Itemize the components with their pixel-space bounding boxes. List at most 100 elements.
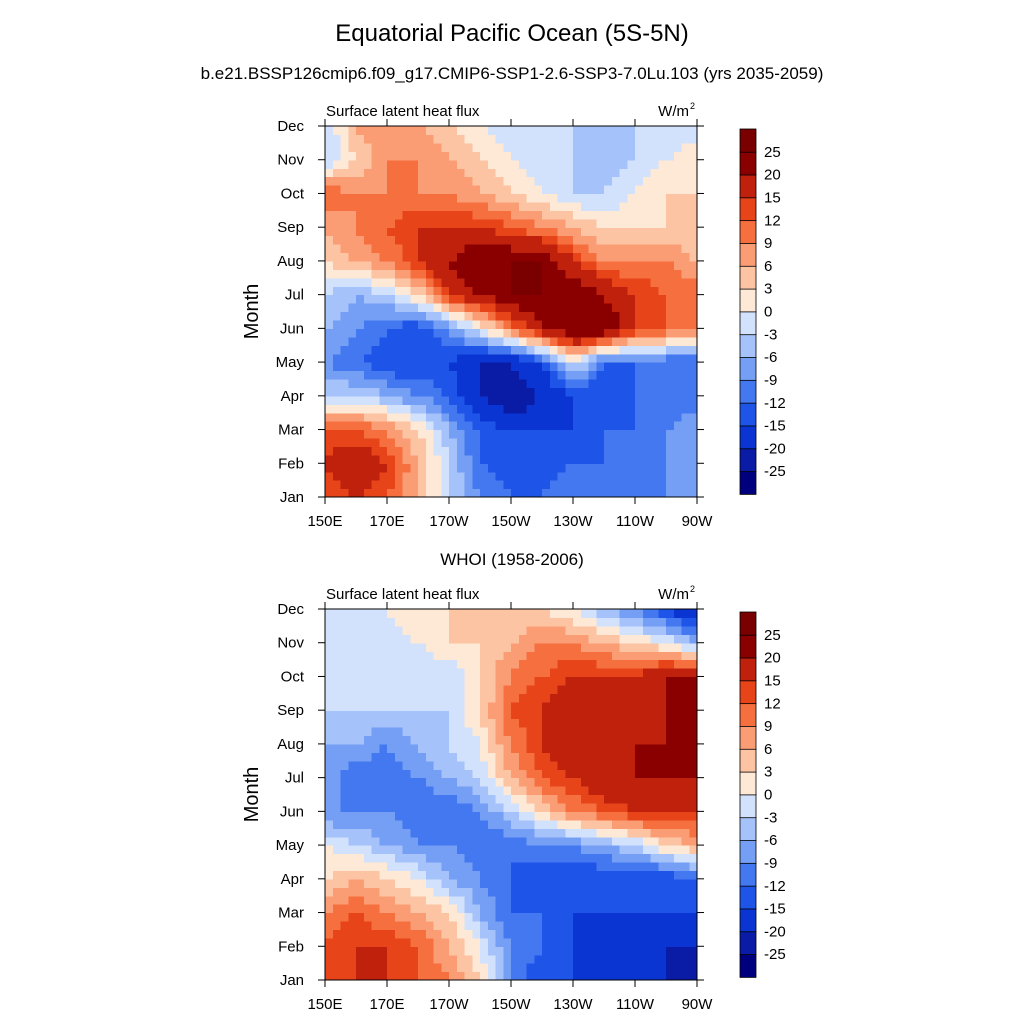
heatmap-cell bbox=[611, 151, 621, 161]
heatmap-cell bbox=[635, 185, 644, 195]
heatmap-cell bbox=[487, 743, 497, 753]
heatmap-cell bbox=[526, 345, 535, 355]
heatmap-cell bbox=[472, 718, 481, 728]
heatmap-cell bbox=[325, 895, 334, 905]
heatmap-cell bbox=[433, 878, 442, 888]
heatmap-cell bbox=[363, 185, 373, 195]
heatmap-cell bbox=[557, 488, 566, 498]
heatmap-cell bbox=[627, 668, 636, 678]
heatmap-cell bbox=[394, 353, 404, 363]
heatmap-cell bbox=[627, 336, 636, 346]
heatmap-cell bbox=[363, 861, 373, 871]
heatmap-cell bbox=[689, 260, 698, 270]
heatmap-cell bbox=[379, 710, 388, 720]
heatmap-cell bbox=[348, 294, 357, 304]
heatmap-cell bbox=[348, 609, 357, 619]
heatmap-cell bbox=[325, 311, 334, 321]
heatmap-cell bbox=[480, 471, 489, 481]
heatmap-cell bbox=[487, 693, 497, 703]
heatmap-cell bbox=[387, 946, 396, 956]
heatmap-cell bbox=[449, 828, 458, 838]
heatmap-cell bbox=[487, 404, 497, 414]
heatmap-cell bbox=[673, 185, 683, 195]
heatmap-cell bbox=[511, 710, 520, 720]
heatmap-cell bbox=[650, 303, 659, 313]
heatmap-cell bbox=[371, 954, 380, 964]
heatmap-cell bbox=[402, 887, 411, 897]
heatmap-cell bbox=[588, 252, 597, 262]
heatmap-cell bbox=[642, 294, 652, 304]
heatmap-cell bbox=[348, 937, 357, 947]
heatmap-cell bbox=[557, 887, 566, 897]
heatmap-cell bbox=[472, 836, 481, 846]
y-tick-label: Jun bbox=[280, 320, 304, 337]
heatmap-cell bbox=[363, 210, 373, 220]
heatmap-cell bbox=[542, 887, 551, 897]
heatmap-cell bbox=[410, 488, 419, 498]
heatmap-cell bbox=[340, 142, 349, 152]
heatmap-cell bbox=[681, 794, 690, 804]
heatmap-cell bbox=[456, 345, 466, 355]
heatmap-cell bbox=[348, 218, 357, 228]
heatmap-cell bbox=[580, 836, 590, 846]
heatmap-cell bbox=[642, 769, 652, 779]
heatmap-cell bbox=[511, 159, 520, 169]
heatmap-cell bbox=[410, 244, 419, 254]
heatmap-cell bbox=[348, 421, 357, 431]
heatmap-cell bbox=[573, 718, 582, 728]
heatmap-cell bbox=[689, 176, 698, 186]
heatmap-cell bbox=[503, 328, 512, 338]
heatmap-cell bbox=[689, 471, 698, 481]
heatmap-cell bbox=[340, 963, 349, 973]
heatmap-cell bbox=[325, 463, 334, 473]
heatmap-cell bbox=[588, 311, 597, 321]
heatmap-cell bbox=[348, 387, 357, 397]
heatmap-cell bbox=[394, 378, 404, 388]
heatmap-cell bbox=[619, 168, 628, 178]
heatmap-cell bbox=[433, 743, 442, 753]
heatmap-cell bbox=[518, 201, 528, 211]
heatmap-cell bbox=[511, 126, 520, 136]
heatmap-cell bbox=[542, 227, 551, 237]
heatmap-cell bbox=[681, 319, 690, 329]
heatmap-cell bbox=[596, 929, 605, 939]
heatmap-cell bbox=[495, 845, 504, 855]
heatmap-cell bbox=[580, 378, 590, 388]
heatmap-cell bbox=[402, 142, 411, 152]
heatmap-cell bbox=[456, 752, 466, 762]
heatmap-cell bbox=[511, 429, 520, 439]
heatmap-cell bbox=[387, 336, 396, 346]
heatmap-cell bbox=[604, 126, 613, 136]
heatmap-cell bbox=[573, 260, 582, 270]
heatmap-cell bbox=[387, 912, 396, 922]
heatmap-cell bbox=[441, 710, 450, 720]
heatmap-cell bbox=[511, 929, 520, 939]
heatmap-cell bbox=[565, 142, 574, 152]
heatmap-cell bbox=[573, 159, 582, 169]
heatmap-cell bbox=[549, 659, 559, 669]
heatmap-cell bbox=[325, 777, 334, 787]
heatmap-cell bbox=[565, 201, 574, 211]
heatmap-cell bbox=[511, 668, 520, 678]
heatmap-cell bbox=[666, 904, 675, 914]
heatmap-cell bbox=[604, 769, 613, 779]
heatmap-cell bbox=[627, 353, 636, 363]
heatmap-cell bbox=[549, 421, 559, 431]
heatmap-cell bbox=[356, 395, 365, 405]
heatmap-cell bbox=[611, 668, 621, 678]
heatmap-cell bbox=[542, 727, 551, 737]
heatmap-cell bbox=[511, 294, 520, 304]
heatmap-cell bbox=[449, 471, 458, 481]
heatmap-cell bbox=[387, 735, 396, 745]
heatmap-cell bbox=[325, 185, 334, 195]
heatmap-cell bbox=[441, 642, 450, 652]
heatmap-cell bbox=[580, 218, 590, 228]
heatmap-cell bbox=[681, 201, 690, 211]
heatmap-cell bbox=[650, 362, 659, 372]
heatmap-cell bbox=[387, 954, 396, 964]
heatmap-cell bbox=[441, 718, 450, 728]
heatmap-cell bbox=[332, 777, 342, 787]
heatmap-cell bbox=[557, 378, 566, 388]
heatmap-cell bbox=[681, 710, 690, 720]
heatmap-cell bbox=[511, 185, 520, 195]
